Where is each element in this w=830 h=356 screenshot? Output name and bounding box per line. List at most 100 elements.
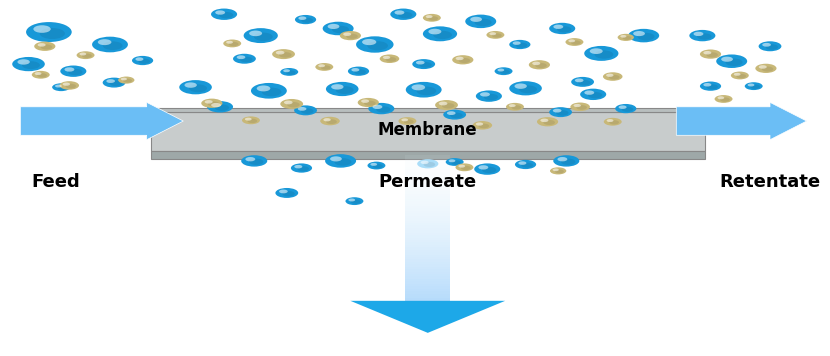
- Circle shape: [694, 32, 703, 36]
- Circle shape: [554, 25, 564, 29]
- Circle shape: [721, 57, 733, 62]
- Bar: [405, 213, 450, 216]
- Circle shape: [32, 71, 50, 79]
- Bar: [405, 274, 450, 277]
- Circle shape: [394, 10, 404, 15]
- Circle shape: [510, 40, 530, 49]
- Circle shape: [466, 15, 496, 28]
- Circle shape: [421, 161, 428, 164]
- Bar: [405, 177, 450, 179]
- Circle shape: [351, 200, 361, 204]
- Circle shape: [65, 67, 75, 72]
- Circle shape: [205, 100, 212, 104]
- Circle shape: [242, 155, 267, 167]
- Circle shape: [325, 154, 356, 168]
- Circle shape: [419, 62, 432, 68]
- Circle shape: [544, 120, 555, 125]
- Circle shape: [343, 32, 351, 36]
- FancyArrow shape: [21, 103, 183, 140]
- Circle shape: [690, 30, 715, 41]
- Circle shape: [446, 158, 464, 166]
- Circle shape: [324, 118, 331, 121]
- Circle shape: [52, 83, 70, 91]
- Circle shape: [92, 37, 128, 52]
- Circle shape: [736, 74, 746, 78]
- Circle shape: [219, 12, 233, 18]
- Circle shape: [282, 191, 295, 197]
- Circle shape: [569, 40, 575, 42]
- Circle shape: [103, 41, 123, 50]
- Bar: [405, 235, 450, 237]
- Circle shape: [323, 22, 354, 35]
- Circle shape: [580, 89, 606, 100]
- Circle shape: [12, 57, 45, 71]
- Circle shape: [120, 78, 127, 80]
- Circle shape: [249, 159, 263, 165]
- Circle shape: [515, 160, 536, 169]
- Bar: [405, 289, 450, 291]
- Circle shape: [417, 87, 437, 95]
- Circle shape: [532, 62, 540, 65]
- Circle shape: [301, 18, 313, 23]
- Circle shape: [478, 165, 488, 169]
- Circle shape: [373, 164, 383, 168]
- Circle shape: [443, 110, 466, 120]
- Circle shape: [82, 54, 92, 58]
- Bar: [405, 279, 450, 281]
- Circle shape: [246, 157, 256, 161]
- Bar: [405, 201, 450, 204]
- Circle shape: [326, 119, 337, 124]
- Bar: [405, 211, 450, 213]
- Circle shape: [351, 68, 359, 72]
- Circle shape: [332, 26, 349, 33]
- Circle shape: [471, 17, 482, 22]
- Circle shape: [376, 106, 390, 112]
- Circle shape: [406, 82, 442, 98]
- Circle shape: [26, 22, 71, 42]
- Bar: [405, 208, 450, 211]
- Bar: [405, 199, 450, 201]
- Circle shape: [254, 33, 273, 41]
- Circle shape: [461, 166, 471, 170]
- Circle shape: [515, 83, 527, 89]
- Circle shape: [276, 51, 285, 54]
- Circle shape: [456, 57, 464, 60]
- Circle shape: [519, 85, 537, 93]
- Circle shape: [284, 100, 293, 104]
- Bar: [405, 277, 450, 279]
- Bar: [405, 293, 450, 296]
- Circle shape: [486, 31, 505, 39]
- Circle shape: [330, 156, 342, 162]
- Circle shape: [618, 105, 627, 109]
- Bar: [405, 260, 450, 262]
- Circle shape: [484, 94, 498, 100]
- Circle shape: [339, 31, 361, 40]
- Circle shape: [184, 82, 197, 88]
- Circle shape: [417, 159, 438, 168]
- Bar: [405, 189, 450, 192]
- Circle shape: [476, 122, 483, 126]
- Circle shape: [423, 162, 435, 167]
- Circle shape: [211, 103, 221, 107]
- Bar: [405, 216, 450, 218]
- Bar: [405, 291, 450, 293]
- Circle shape: [500, 70, 510, 74]
- Circle shape: [451, 161, 461, 165]
- Circle shape: [402, 119, 408, 121]
- Circle shape: [354, 69, 366, 74]
- Bar: [405, 257, 450, 260]
- Circle shape: [298, 107, 306, 111]
- Circle shape: [558, 157, 568, 161]
- Circle shape: [297, 166, 309, 171]
- Circle shape: [571, 41, 581, 45]
- Bar: [405, 179, 450, 182]
- Circle shape: [506, 103, 524, 111]
- Circle shape: [244, 28, 278, 43]
- Circle shape: [478, 124, 489, 128]
- Bar: [405, 206, 450, 208]
- Circle shape: [472, 121, 492, 130]
- Circle shape: [622, 36, 632, 40]
- Circle shape: [549, 107, 572, 117]
- Circle shape: [37, 73, 47, 78]
- Circle shape: [637, 33, 655, 40]
